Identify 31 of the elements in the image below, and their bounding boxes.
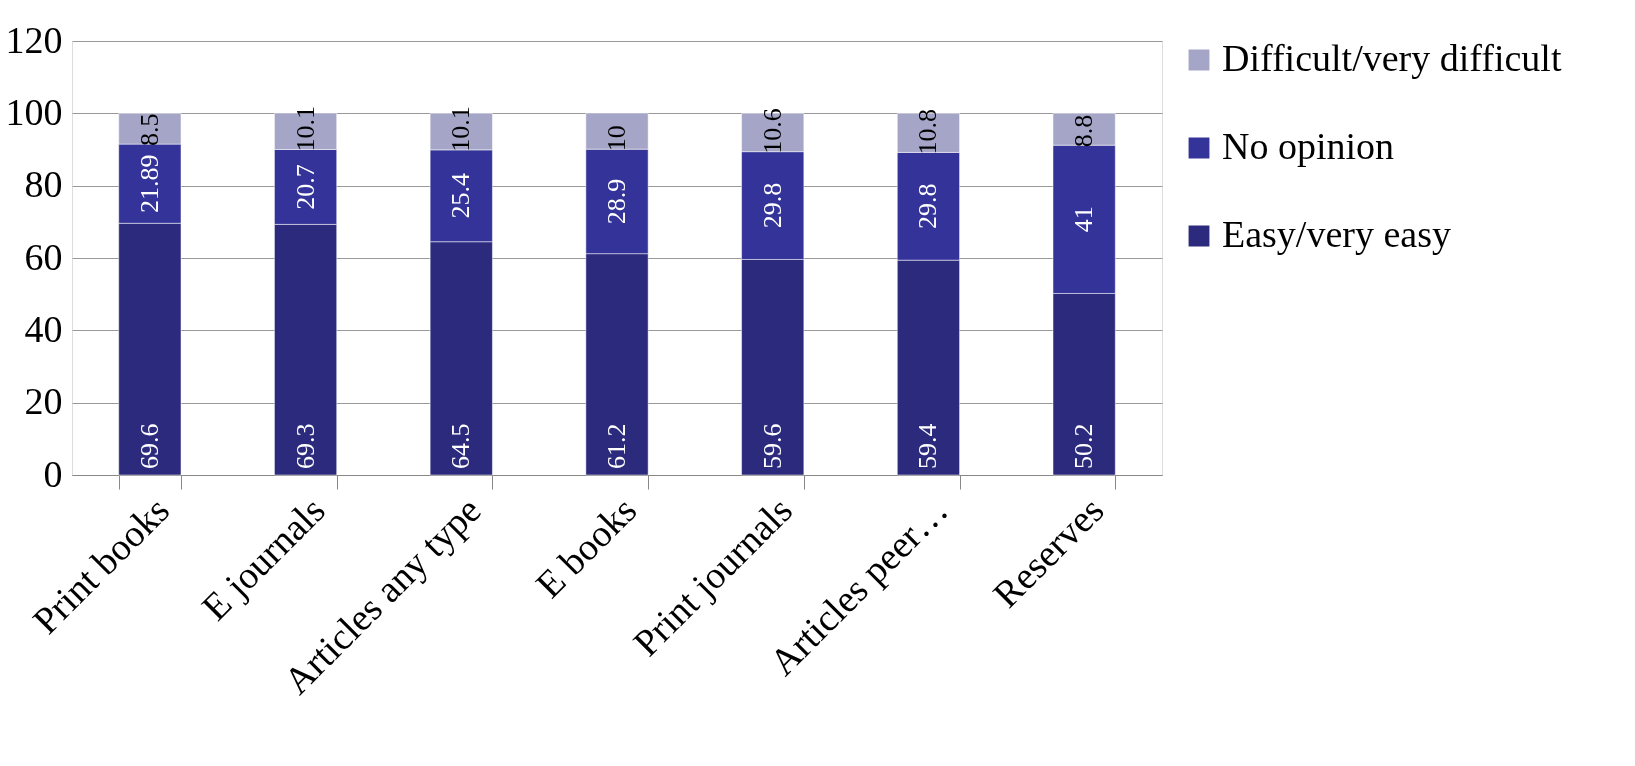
- data-label: 10.8: [913, 108, 943, 155]
- y-tick-label: 40: [24, 307, 63, 350]
- data-label: 10.1: [446, 106, 476, 152]
- data-label: 59.6: [757, 423, 787, 469]
- y-tick-label: 60: [24, 235, 63, 278]
- y-tick-label: 0: [43, 452, 63, 495]
- legend-label: Easy/very easy: [1222, 213, 1451, 255]
- legend-label: No opinion: [1222, 125, 1395, 167]
- data-label: 25.4: [446, 173, 476, 219]
- legend-label: Difficult/very difficult: [1222, 37, 1562, 79]
- y-tick-label: 20: [24, 380, 63, 423]
- data-label: 69.6: [134, 423, 164, 469]
- data-label: 20.7: [290, 164, 320, 210]
- y-tick-label: 100: [5, 90, 63, 133]
- data-label: 8.5: [134, 113, 164, 147]
- data-label: 29.8: [913, 183, 943, 230]
- data-label: 10: [602, 125, 631, 152]
- y-tick-label: 80: [24, 163, 63, 206]
- data-label: 10.1: [290, 106, 320, 152]
- data-label: 10.6: [757, 108, 787, 154]
- data-label: 50.2: [1069, 423, 1099, 469]
- data-label: 59.4: [913, 423, 943, 469]
- data-label: 8.8: [1069, 114, 1099, 148]
- y-tick-label: 120: [5, 18, 63, 61]
- data-label: 21.89: [134, 154, 164, 213]
- data-label: 69.3: [290, 423, 320, 469]
- data-label: 61.2: [602, 423, 631, 469]
- data-label: 29.8: [757, 182, 787, 229]
- data-label: 41: [1069, 206, 1099, 233]
- data-label: 64.5: [446, 423, 476, 469]
- data-label: 28.9: [602, 178, 631, 225]
